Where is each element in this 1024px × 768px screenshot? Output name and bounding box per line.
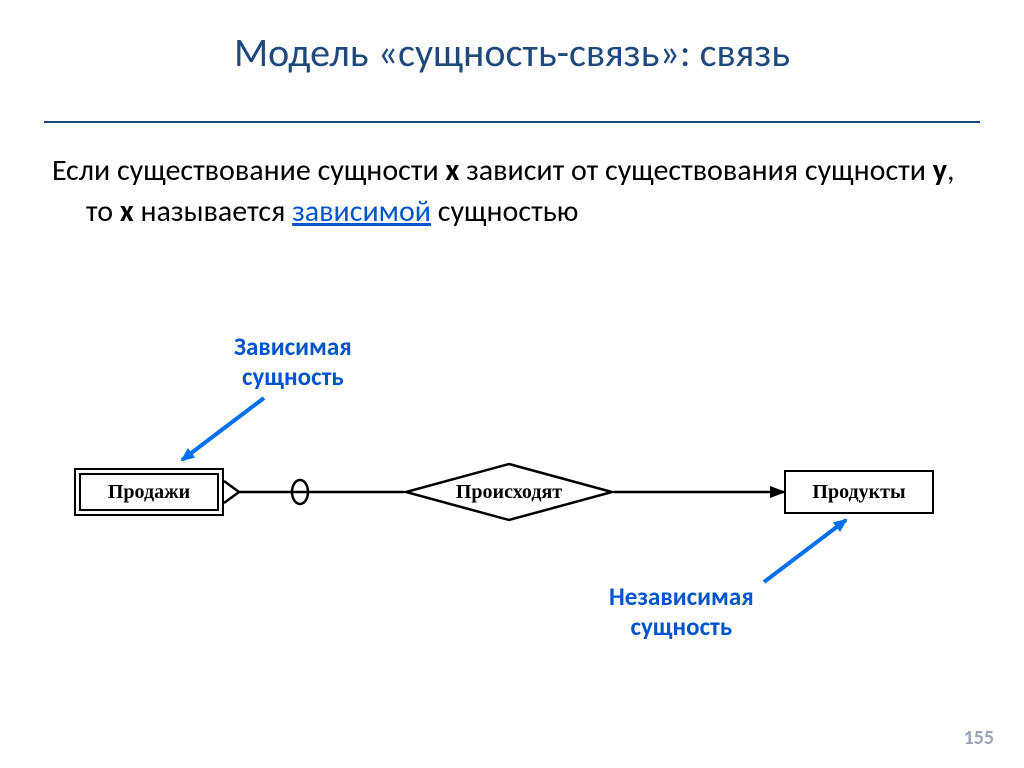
relationship-diamond: Происходят (404, 462, 614, 522)
callout-independent: Независимая сущность (609, 582, 754, 642)
page-number: 155 (964, 726, 994, 750)
dependent-link: зависимой (292, 193, 431, 230)
title-underline (44, 121, 980, 123)
weak-entity-box: Продажи (74, 468, 224, 516)
callout-dependent: Зависимая сущность (234, 332, 352, 392)
definition-paragraph: Если существование сущности x зависит от… (78, 151, 980, 232)
er-diagram: Зависимая сущность Независимая сущность … (44, 320, 980, 680)
strong-entity-box: Продукты (784, 470, 934, 514)
slide-title: Модель «сущность-связь»: связь (44, 28, 980, 93)
